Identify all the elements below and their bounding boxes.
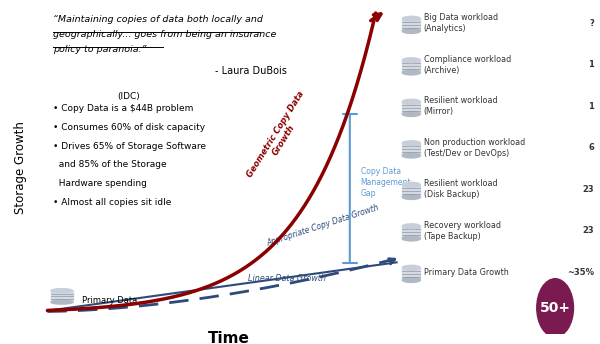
Text: Hardware spending: Hardware spending [53, 179, 146, 188]
Text: • Almost all copies sit idle: • Almost all copies sit idle [53, 198, 171, 207]
Ellipse shape [51, 289, 73, 293]
Text: Geometric Copy Data
Growth: Geometric Copy Data Growth [245, 90, 314, 185]
Ellipse shape [403, 278, 420, 282]
Text: Primary Data: Primary Data [82, 296, 137, 305]
Text: 23: 23 [582, 185, 594, 194]
Ellipse shape [403, 141, 420, 146]
Ellipse shape [403, 111, 420, 116]
Bar [403, 60, 420, 73]
Bar [403, 19, 420, 31]
Ellipse shape [403, 182, 420, 187]
Text: and 85% of the Storage: and 85% of the Storage [53, 160, 166, 170]
Text: Recovery workload
(Tape Backup): Recovery workload (Tape Backup) [424, 221, 500, 240]
Ellipse shape [403, 195, 420, 200]
Bar [51, 291, 73, 302]
Text: 6: 6 [588, 143, 594, 152]
Bar [403, 185, 420, 197]
Ellipse shape [403, 29, 420, 33]
Ellipse shape [403, 236, 420, 241]
Ellipse shape [403, 153, 420, 158]
Text: ?: ? [589, 19, 594, 28]
Bar [403, 268, 420, 280]
Text: 50+: 50+ [539, 301, 571, 315]
Text: Resilient workload
(Disk Backup): Resilient workload (Disk Backup) [424, 179, 497, 199]
Text: Time: Time [208, 331, 250, 344]
Ellipse shape [403, 265, 420, 270]
Ellipse shape [403, 224, 420, 229]
Text: (IDC): (IDC) [117, 92, 140, 101]
Text: Compliance workload
(Archive): Compliance workload (Archive) [424, 55, 511, 75]
Text: policy to paranoia.”: policy to paranoia.” [53, 45, 146, 54]
Text: Linear Data Growth: Linear Data Growth [248, 274, 326, 283]
Text: “Maintaining copies of data both locally and: “Maintaining copies of data both locally… [53, 15, 263, 24]
Ellipse shape [403, 99, 420, 104]
Text: Non production workload
(Test/Dev or DevOps): Non production workload (Test/Dev or Dev… [424, 138, 525, 158]
Bar [403, 143, 420, 155]
Text: Copy Data
Management
Gap: Copy Data Management Gap [361, 166, 411, 198]
Text: • Consumes 60% of disk capacity: • Consumes 60% of disk capacity [53, 123, 205, 132]
Text: Resilient workload
(Mirror): Resilient workload (Mirror) [424, 96, 497, 116]
Ellipse shape [403, 70, 420, 75]
Text: • Copy Data is a $44B problem: • Copy Data is a $44B problem [53, 104, 193, 113]
Text: 1: 1 [588, 60, 594, 69]
Text: geographically... goes from being an insurance: geographically... goes from being an ins… [53, 30, 276, 39]
Text: 23: 23 [582, 226, 594, 235]
Text: Big Data workload
(Analytics): Big Data workload (Analytics) [424, 13, 497, 33]
Circle shape [537, 279, 574, 337]
Text: Primary Data Growth: Primary Data Growth [424, 268, 508, 277]
Ellipse shape [403, 58, 420, 63]
Text: • Drives 65% of Storage Software: • Drives 65% of Storage Software [53, 142, 206, 151]
Bar [403, 102, 420, 114]
Bar [403, 226, 420, 238]
Ellipse shape [51, 300, 73, 304]
Text: 1: 1 [588, 102, 594, 111]
Text: - Laura DuBois: - Laura DuBois [215, 66, 287, 76]
Ellipse shape [403, 16, 420, 21]
Text: ~35%: ~35% [567, 268, 594, 277]
Text: Appropriate Copy Data Growth: Appropriate Copy Data Growth [265, 203, 380, 248]
Text: Storage Growth: Storage Growth [14, 121, 27, 214]
